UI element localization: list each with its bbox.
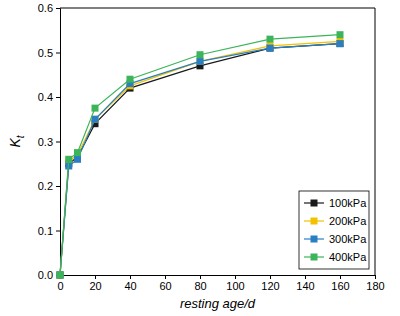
marker <box>74 149 81 156</box>
tick-mark <box>56 186 60 187</box>
legend-label: 300kPa <box>329 233 367 245</box>
tick: 0.6 <box>38 2 60 14</box>
tick-label: 120 <box>261 280 279 292</box>
tick-label: 0.1 <box>38 225 53 237</box>
tick: 0.3 <box>38 136 60 148</box>
tick-label: 0 <box>57 280 63 292</box>
tick-mark <box>270 275 271 279</box>
tick-label: 0.2 <box>38 180 53 192</box>
series-line <box>60 44 340 275</box>
marker <box>127 76 134 83</box>
tick-mark <box>56 8 60 9</box>
y-axis-title: Kt <box>7 134 26 147</box>
marker <box>197 58 204 65</box>
tick: 60 <box>159 275 171 292</box>
tick: 80 <box>194 275 206 292</box>
legend-label: 400kPa <box>329 251 367 263</box>
marker <box>197 58 204 65</box>
legend-label: 100kPa <box>329 197 367 209</box>
axis-line <box>56 9 61 276</box>
tick-mark <box>56 97 60 98</box>
marker <box>267 45 274 52</box>
tick: 0.2 <box>38 180 60 192</box>
tick-label: 0.6 <box>38 2 53 14</box>
legend-label: 200kPa <box>329 215 367 227</box>
x-axis-title: resting age/d <box>180 296 256 311</box>
tick-label: 40 <box>124 280 136 292</box>
tick: 0.1 <box>38 225 60 237</box>
legend-marker <box>311 200 318 207</box>
marker <box>267 45 274 52</box>
tick-label: 100 <box>226 280 244 292</box>
marker <box>337 31 344 38</box>
legend-marker <box>311 218 318 225</box>
legend-box <box>299 191 369 269</box>
tick-label: 20 <box>89 280 101 292</box>
marker <box>197 51 204 58</box>
tick: 0.4 <box>38 91 60 103</box>
tick-label: 0.5 <box>38 47 53 59</box>
tick: 40 <box>124 275 136 292</box>
tick: 180 <box>366 275 384 292</box>
legend: 100kPa 200kPa 300kPa 400kPa <box>299 191 369 269</box>
tick-mark <box>235 275 236 279</box>
frame-right <box>375 8 376 275</box>
marker <box>74 156 81 163</box>
tick: 120 <box>261 275 279 292</box>
tick-mark <box>340 275 341 279</box>
marker <box>65 156 72 163</box>
legend-marker <box>311 254 318 261</box>
tick: 0.5 <box>38 47 60 59</box>
tick-label: 0.4 <box>38 91 53 103</box>
tick-label: 0.0 <box>38 269 53 281</box>
series-line <box>60 41 340 275</box>
marker <box>267 36 274 43</box>
series-line <box>60 44 340 275</box>
marker <box>92 116 99 123</box>
tick-mark <box>56 53 60 54</box>
marker <box>92 105 99 112</box>
tick: 160 <box>331 275 349 292</box>
axis-line <box>61 276 376 280</box>
tick-label: 80 <box>194 280 206 292</box>
marker <box>337 40 344 47</box>
legend-marker <box>311 236 318 243</box>
marker <box>57 272 64 279</box>
tick-label: 160 <box>331 280 349 292</box>
tick-label: 180 <box>366 280 384 292</box>
tick: 20 <box>89 275 101 292</box>
tick-label: 60 <box>159 280 171 292</box>
tick-mark <box>56 142 60 143</box>
plot: 0204060801001201401601800.00.10.20.30.40… <box>38 2 385 292</box>
tick-mark <box>375 275 376 279</box>
frame-top <box>60 8 375 9</box>
tick-label: 0.3 <box>38 136 53 148</box>
tick-label: 140 <box>296 280 314 292</box>
marker <box>92 116 99 123</box>
series-line <box>60 35 340 275</box>
tick-mark <box>305 275 306 279</box>
tick-mark <box>200 275 201 279</box>
y-axis: 0.0 0.1 0.2 0.3 0.4 0.5 0.6 <box>38 2 61 281</box>
marker <box>57 272 64 279</box>
tick-mark <box>56 231 60 232</box>
tick: 100 <box>226 275 244 292</box>
marker <box>337 40 344 47</box>
tick-mark <box>165 275 166 279</box>
tick: 140 <box>296 275 314 292</box>
x-axis: 0 20 40 60 80 100 120 140 160 180 <box>57 275 384 292</box>
marker <box>57 272 64 279</box>
tick-mark <box>130 275 131 279</box>
tick-mark <box>95 275 96 279</box>
marker <box>57 272 64 279</box>
